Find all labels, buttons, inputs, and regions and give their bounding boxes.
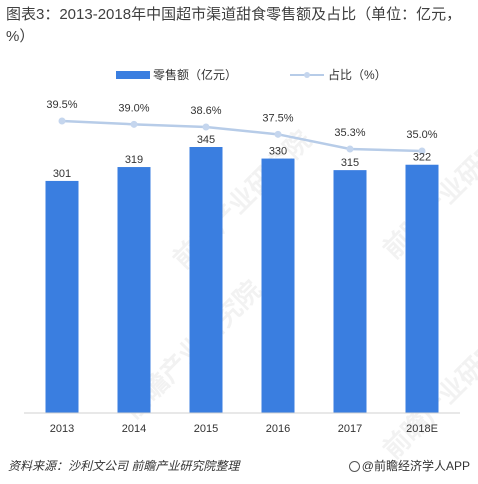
line-point [418, 147, 426, 155]
bar-value-label: 345 [197, 134, 215, 146]
brand-text: @前瞻经济学人APP [361, 459, 470, 473]
line-point [346, 145, 354, 153]
line-point [274, 130, 282, 138]
bar [333, 170, 367, 413]
legend: 零售额（亿元） 占比（%） [116, 67, 387, 82]
footer: 资料来源：沙利文公司 前瞻产业研究院整理 @前瞻经济学人APP [8, 457, 470, 477]
x-tick-label: 2017 [338, 423, 362, 435]
line-value-label: 37.5% [262, 112, 293, 124]
line-point [58, 117, 66, 125]
bar-value-label: 319 [125, 154, 143, 166]
line-point [130, 120, 138, 128]
bar-value-label: 322 [413, 152, 431, 164]
line-point [202, 123, 210, 131]
x-tick-label: 2016 [266, 423, 290, 435]
line-value-label: 39.5% [46, 99, 77, 111]
x-tick-label: 2015 [194, 423, 218, 435]
bar [405, 164, 439, 413]
line-value-label: 39.0% [118, 102, 149, 114]
bar [261, 158, 295, 413]
legend-bar-label: 零售额（亿元） [153, 67, 237, 82]
x-tick-label: 2014 [122, 423, 146, 435]
x-tick-label: 2018E [406, 423, 438, 435]
legend-line-marker [304, 72, 310, 78]
bar [189, 147, 223, 413]
chart-title: 图表3：2013-2018年中国超市渠道甜食零售额及占比（单位：亿元，%） [6, 6, 462, 45]
legend-bar-swatch [116, 71, 150, 79]
source-note: 资料来源：沙利文公司 前瞻产业研究院整理 [8, 459, 240, 473]
brand-credit: @前瞻经济学人APP [348, 457, 470, 474]
brand-icon [348, 461, 360, 472]
share-line [61, 119, 423, 153]
bar [45, 180, 79, 413]
line-value-label: 35.3% [334, 127, 365, 139]
bar-value-label: 330 [269, 146, 287, 158]
bar-value-label: 301 [53, 168, 71, 180]
x-tick-label: 2013 [50, 423, 74, 435]
line-value-label: 35.0% [406, 129, 437, 141]
bar [117, 167, 151, 413]
line-value-label: 38.6% [190, 105, 221, 117]
bar-value-label: 315 [341, 157, 359, 169]
legend-line-label: 占比（%） [328, 67, 387, 82]
